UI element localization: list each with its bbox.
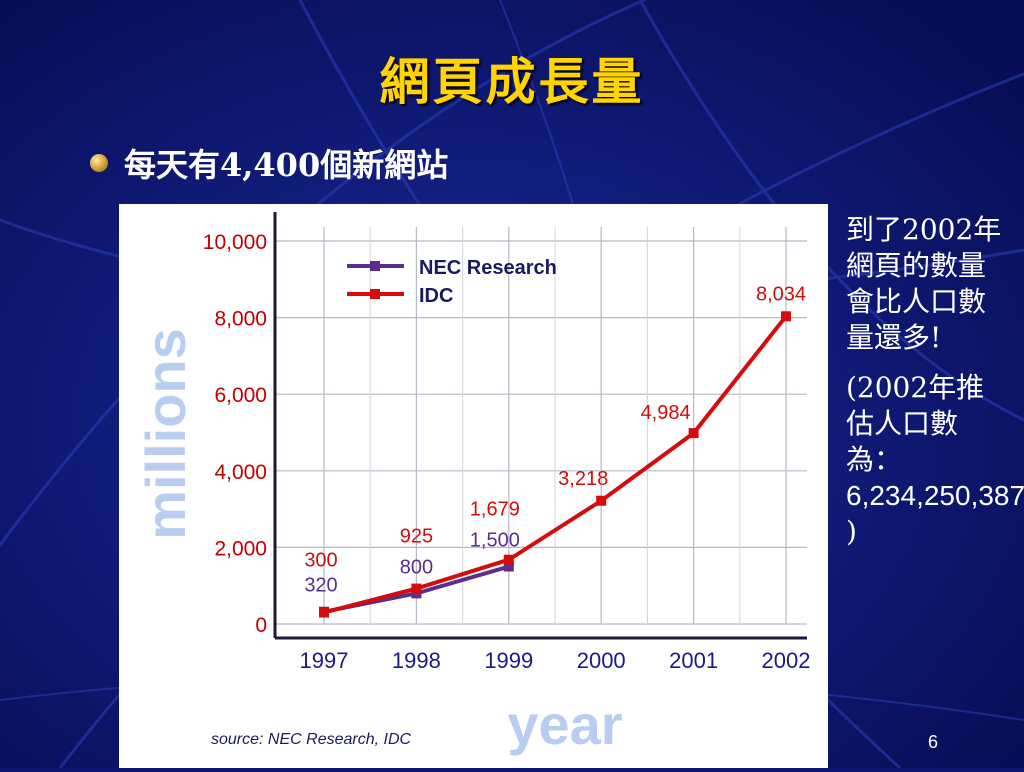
side-note-line1: 到了2002年網頁的數量會比人口數量還多! bbox=[846, 213, 1002, 354]
legend-marker bbox=[370, 289, 380, 299]
side-note: 到了2002年網頁的數量會比人口數量還多! (2002年推估人口數為： 6,234… bbox=[846, 212, 1024, 550]
grid bbox=[275, 227, 807, 625]
y-tick-label: 10,000 bbox=[203, 231, 267, 254]
y-axis-label: millions bbox=[134, 328, 197, 540]
data-point bbox=[319, 607, 329, 618]
side-note-population: 6,234,250,387 bbox=[846, 480, 1024, 511]
data-label: 3,218 bbox=[558, 468, 608, 490]
y-tick-label: 8,000 bbox=[214, 308, 267, 331]
series-line bbox=[323, 315, 788, 615]
y-tick-label: 4,000 bbox=[214, 461, 267, 484]
x-tick-label: 2002 bbox=[762, 648, 811, 673]
legend: NEC Research IDC bbox=[347, 257, 557, 307]
data-labels: 320 800 1,500 300 925 1,679 3,218 4,984 8,034 bbox=[304, 283, 806, 596]
side-note-line2-c: ) bbox=[846, 515, 857, 548]
data-label: 1,679 bbox=[470, 499, 520, 521]
x-axis-label: year bbox=[507, 693, 622, 756]
bullet-text: 每天有4,400個新網站 bbox=[124, 146, 449, 184]
chart: millions year 10,000 8,000 6,000 4,000 2,000… bbox=[134, 212, 811, 756]
y-ticks: 10,000 8,000 6,000 4,000 2,000 0 bbox=[203, 231, 267, 637]
y-tick-label: 0 bbox=[255, 614, 267, 637]
data-point bbox=[503, 554, 514, 565]
legend-label: IDC bbox=[419, 285, 453, 307]
axes bbox=[273, 212, 807, 640]
x-tick-label: 2001 bbox=[669, 648, 718, 673]
slide-title: 網頁成長量 bbox=[379, 52, 645, 111]
data-label: 4,984 bbox=[641, 402, 691, 424]
legend-label: NEC Research bbox=[419, 257, 557, 279]
data-point bbox=[411, 583, 422, 594]
side-note-line2-a: (2002年推估人口數為： bbox=[846, 371, 985, 476]
data-label: 800 bbox=[400, 556, 433, 578]
page-number: 6 bbox=[928, 732, 939, 752]
data-point bbox=[596, 495, 607, 506]
x-tick-label: 1999 bbox=[484, 648, 533, 673]
data-label: 8,034 bbox=[756, 283, 806, 305]
data-label: 300 bbox=[304, 550, 337, 572]
data-point bbox=[503, 561, 514, 572]
bullet-icon bbox=[90, 154, 108, 172]
data-label: 1,500 bbox=[470, 530, 520, 552]
data-point bbox=[688, 428, 699, 439]
chart-source: source: NEC Research, IDC bbox=[211, 731, 412, 748]
data-label: 925 bbox=[400, 526, 433, 548]
series-points bbox=[319, 311, 791, 618]
y-tick-label: 2,000 bbox=[214, 537, 267, 560]
data-label: 320 bbox=[304, 575, 337, 597]
x-tick-label: 2000 bbox=[577, 648, 626, 673]
data-point bbox=[781, 311, 791, 322]
x-tick-label: 1998 bbox=[392, 648, 441, 673]
x-ticks: 1997 1998 1999 2000 2001 2002 bbox=[300, 648, 811, 673]
side-note-line2: (2002年推估人口數為： 6,234,250,387 ) bbox=[846, 370, 1024, 550]
legend-marker bbox=[370, 261, 380, 271]
x-tick-label: 1997 bbox=[300, 648, 349, 673]
chart-panel: millions year 10,000 8,000 6,000 4,000 2,000… bbox=[119, 204, 828, 768]
y-tick-label: 6,000 bbox=[214, 384, 267, 407]
